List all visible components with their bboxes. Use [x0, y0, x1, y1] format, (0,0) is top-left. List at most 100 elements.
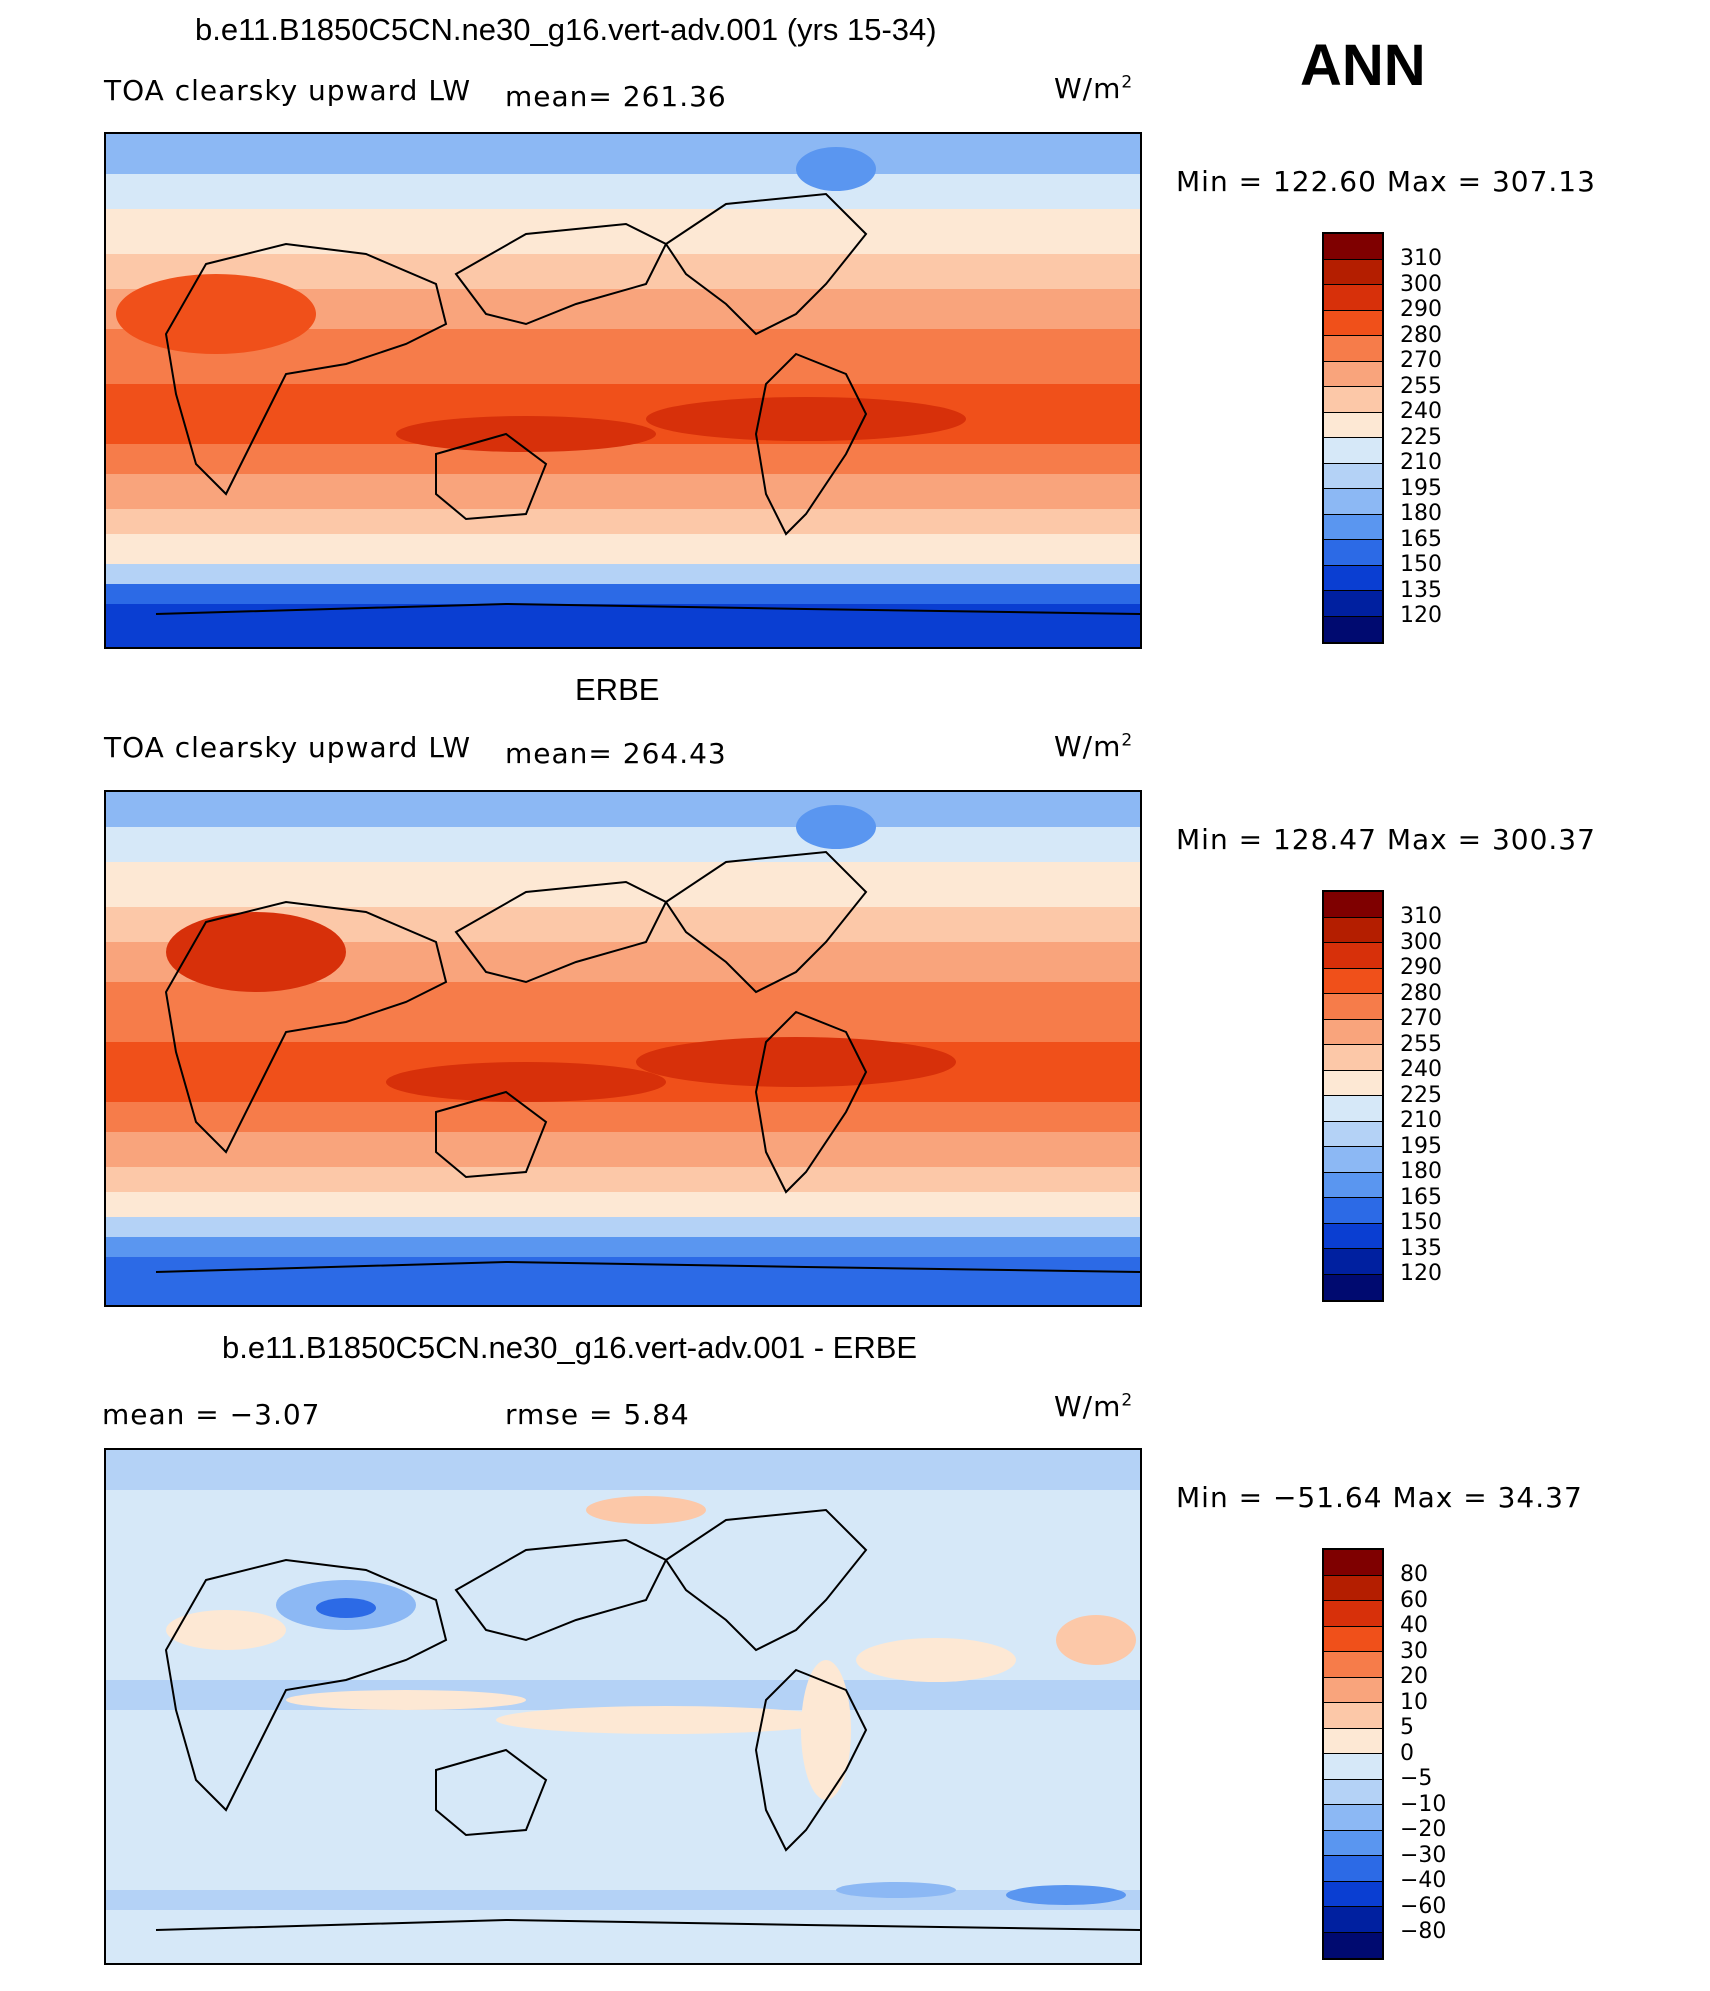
colorbar-tick-label: 135	[1400, 1235, 1442, 1261]
colorbar-tick-label: 240	[1400, 399, 1442, 424]
map-plot	[106, 792, 1140, 1305]
colorbar-segment	[1324, 336, 1382, 362]
colorbar-tick-label: 290	[1400, 955, 1442, 980]
colorbar-tick-label: −40	[1400, 1868, 1447, 1893]
units-label: W/m2	[1054, 72, 1134, 105]
colorbar-tick-label: 150	[1400, 552, 1442, 577]
colorbar-segment	[1324, 1172, 1382, 1198]
colorbar-segment	[1324, 1601, 1382, 1627]
colorbar-segment	[1324, 994, 1382, 1020]
colorbar-segment	[1324, 968, 1382, 994]
colorbar-tick-label: 120	[1400, 603, 1442, 628]
colorbar-segment	[1324, 591, 1382, 617]
colorbar-segment	[1324, 1249, 1382, 1275]
colorbar-tick-label: 310	[1400, 246, 1442, 271]
colorbar-tick-label: 280	[1400, 980, 1442, 1006]
colorbar-segment	[1324, 1805, 1382, 1831]
colorbar-tick-label: 240	[1400, 1057, 1442, 1082]
colorbar-tick-label: −20	[1400, 1817, 1447, 1842]
colorbar-segment	[1324, 1703, 1382, 1729]
colorbar-tick-label: 300	[1400, 271, 1442, 297]
variable-label: TOA clearsky upward LW	[104, 74, 472, 107]
colorbar-tick-label: 225	[1400, 1082, 1442, 1108]
colorbar-segment	[1324, 1652, 1382, 1678]
map-obs	[104, 790, 1142, 1307]
colorbar-tick-label: 135	[1400, 577, 1442, 603]
colorbar-tick-label: 255	[1400, 1031, 1442, 1057]
colorbar-segment	[1324, 259, 1382, 285]
colorbar-tick-label: 255	[1400, 373, 1442, 399]
colorbar-tick-label: 195	[1400, 1133, 1442, 1159]
colorbar-segment	[1324, 1147, 1382, 1173]
colorbar-tick-label: −30	[1400, 1842, 1447, 1868]
colorbar-tick-label: 270	[1400, 348, 1442, 373]
colorbar-tick-label: 0	[1400, 1740, 1414, 1766]
colorbar-segment	[1324, 1728, 1382, 1754]
map-diff	[104, 1448, 1142, 1965]
season-label: ANN	[1300, 33, 1426, 98]
colorbar-segment	[1324, 1274, 1382, 1300]
colorbar-segment	[1324, 565, 1382, 591]
min-max-label: Min = −51.64 Max = 34.37	[1176, 1481, 1583, 1514]
colorbar	[1322, 232, 1384, 644]
colorbar-segment	[1324, 1045, 1382, 1071]
colorbar-segment	[1324, 943, 1382, 969]
units-label: W/m2	[1054, 730, 1134, 763]
colorbar-tick-label: 30	[1400, 1638, 1428, 1664]
colorbar-segment	[1324, 463, 1382, 489]
colorbar-tick-label: −5	[1400, 1766, 1433, 1791]
colorbar-tick-label: 165	[1400, 1184, 1442, 1210]
colorbar-segment	[1324, 1881, 1382, 1907]
colorbar-tick-label: 120	[1400, 1261, 1442, 1286]
colorbar-segment	[1324, 1550, 1382, 1576]
colorbar-tick-label: 210	[1400, 1108, 1442, 1133]
colorbar-segment	[1324, 917, 1382, 943]
colorbar-tick-label: 270	[1400, 1006, 1442, 1031]
min-max-label: Min = 128.47 Max = 300.37	[1176, 823, 1596, 856]
colorbar-tick-label: −60	[1400, 1893, 1447, 1919]
map-model	[104, 132, 1142, 649]
colorbar-segment	[1324, 1907, 1382, 1933]
colorbar-segment	[1324, 489, 1382, 515]
colorbar-tick-label: 10	[1400, 1689, 1428, 1715]
colorbar-tick-label: 180	[1400, 501, 1442, 526]
colorbar-segment	[1324, 1779, 1382, 1805]
map-plot	[106, 1450, 1140, 1963]
mean-label: mean= 261.36	[505, 80, 727, 113]
mean-label: mean= 264.43	[505, 737, 727, 770]
colorbar-tick-label: −10	[1400, 1791, 1447, 1817]
panel-title: b.e11.B1850C5CN.ne30_g16.vert-adv.001 (y…	[195, 12, 937, 47]
colorbar-segment	[1324, 310, 1382, 336]
colorbar-segment	[1324, 616, 1382, 642]
colorbar-segment	[1324, 1223, 1382, 1249]
colorbar-tick-label: 290	[1400, 297, 1442, 322]
colorbar-segment	[1324, 1198, 1382, 1224]
colorbar-segment	[1324, 234, 1382, 260]
colorbar-segment	[1324, 1856, 1382, 1882]
colorbar-tick-label: −80	[1400, 1919, 1447, 1944]
colorbar-segment	[1324, 1096, 1382, 1122]
colorbar-segment	[1324, 387, 1382, 413]
mean-label: mean = −3.07	[102, 1398, 321, 1431]
colorbar-tick-label: 225	[1400, 424, 1442, 450]
colorbar-segment	[1324, 514, 1382, 540]
colorbar-segment	[1324, 1575, 1382, 1601]
colorbar-segment	[1324, 1070, 1382, 1096]
colorbar-segment	[1324, 892, 1382, 918]
colorbar-tick-label: 210	[1400, 450, 1442, 475]
colorbar-segment	[1324, 361, 1382, 387]
panel-title: b.e11.B1850C5CN.ne30_g16.vert-adv.001 - …	[222, 1330, 918, 1365]
colorbar-segment	[1324, 1932, 1382, 1958]
colorbar-tick-label: 300	[1400, 929, 1442, 955]
colorbar	[1322, 890, 1384, 1302]
units-label: W/m2	[1054, 1390, 1134, 1423]
colorbar-segment	[1324, 438, 1382, 464]
colorbar-segment	[1324, 1626, 1382, 1652]
colorbar-segment	[1324, 1121, 1382, 1147]
colorbar-segment	[1324, 412, 1382, 438]
min-max-label: Min = 122.60 Max = 307.13	[1176, 165, 1596, 198]
colorbar-tick-label: 310	[1400, 904, 1442, 929]
colorbar-segment	[1324, 1677, 1382, 1703]
map-plot	[106, 134, 1140, 647]
colorbar-tick-label: 80	[1400, 1562, 1428, 1587]
